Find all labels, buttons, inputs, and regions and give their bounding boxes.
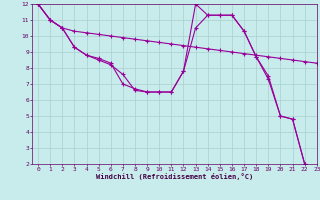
X-axis label: Windchill (Refroidissement éolien,°C): Windchill (Refroidissement éolien,°C) — [96, 173, 253, 180]
